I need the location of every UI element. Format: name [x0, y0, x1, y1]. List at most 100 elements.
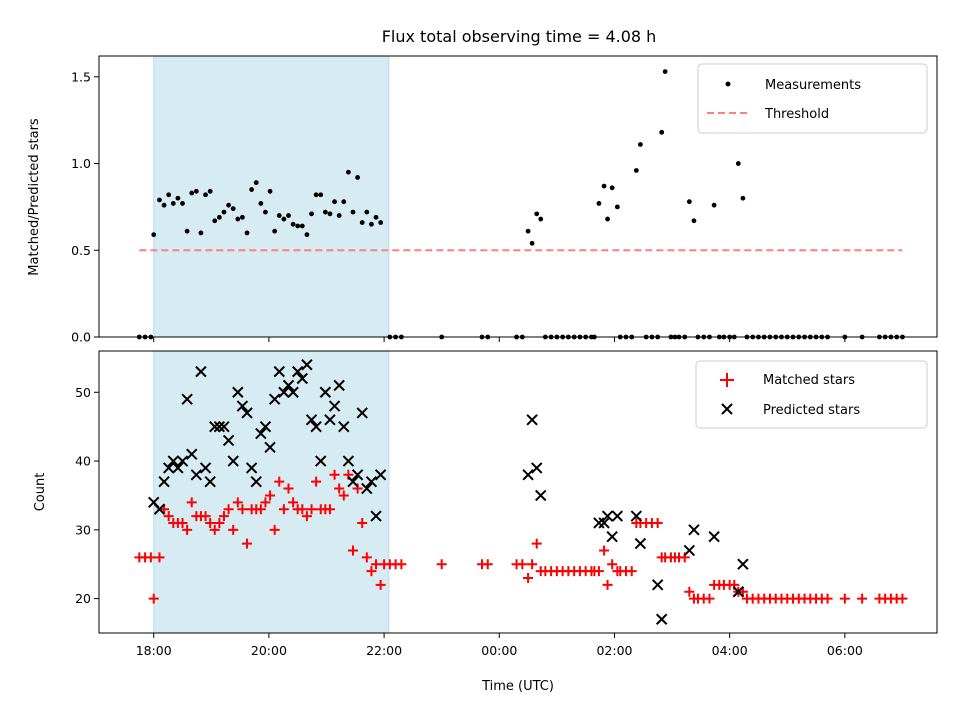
measurements-point: [686, 199, 692, 205]
measurements-point: [180, 201, 185, 206]
matched-stars-point: [602, 579, 613, 590]
matched-stars-point: [897, 593, 908, 604]
measurements-point: [216, 214, 222, 220]
matched-stars-point: [274, 476, 285, 487]
measurements-point: [212, 218, 218, 224]
matched-stars-point: [523, 572, 534, 583]
bot-y-tick-label: 50: [75, 385, 91, 400]
measurements-point: [184, 228, 190, 234]
matched-stars-point: [260, 497, 271, 508]
measurements-point: [309, 211, 314, 217]
top-y-tick-label: 0.0: [71, 330, 91, 345]
measurements-point: [691, 218, 697, 224]
predicted-stars-point: [593, 517, 605, 529]
predicted-stars-point: [708, 530, 720, 543]
matched-stars-point: [242, 538, 253, 549]
legend-measurements-marker: [725, 81, 731, 87]
predicted-stars-point: [195, 365, 207, 378]
measurements-point: [313, 192, 319, 198]
bottom-panel: 20 30 40 50 18:00 20:00 22:00 00:00 02:00 04:00 0…: [33, 350, 938, 694]
matched-stars-point: [338, 490, 349, 501]
legend-matched-marker: [720, 373, 734, 387]
x-tick-label: 04:00: [712, 643, 748, 658]
measurements-point: [221, 209, 227, 215]
measurements-point: [538, 216, 544, 222]
predicted-stars-point: [305, 414, 318, 426]
matched-stars-point: [214, 517, 225, 528]
measurements-point: [359, 220, 365, 225]
matched-stars-point: [366, 566, 377, 577]
measurements-point: [633, 168, 639, 173]
matched-stars-point: [306, 504, 317, 515]
measurements-point: [373, 214, 379, 220]
matched-stars-point: [311, 476, 322, 487]
predicted-stars-point: [181, 393, 193, 405]
predicted-stars-point: [347, 475, 359, 488]
measurements-point: [735, 161, 741, 166]
predicted-stars-point: [296, 372, 309, 385]
bottom-axes-frame: [98, 350, 938, 634]
predicted-stars-point: [255, 427, 267, 440]
predicted-stars-point: [190, 469, 203, 481]
predicted-stars-point: [218, 420, 230, 433]
predicted-stars-point: [264, 441, 276, 454]
matched-stars-point: [232, 497, 243, 508]
x-tick-label: 18:00: [136, 643, 172, 658]
measurements-point: [207, 188, 213, 194]
bottom-y-axis-label: Count: [33, 473, 48, 512]
predicted-stars-point: [259, 420, 272, 433]
measurements-point: [304, 232, 310, 238]
predicted-stars-point: [361, 482, 373, 495]
measurements-point: [226, 202, 231, 208]
measurements-point: [175, 195, 181, 201]
predicted-stars-point: [351, 469, 364, 481]
matched-stars-point: [839, 593, 850, 604]
predicted-stars-point: [683, 544, 696, 557]
predicted-stars-point: [153, 503, 166, 515]
measurements-point: [534, 211, 540, 217]
predicted-stars-point: [601, 510, 614, 522]
matched-stars-point: [297, 504, 308, 515]
measurements-point: [369, 221, 374, 227]
bottom-legend-box: [695, 360, 928, 429]
matched-stars-point: [593, 566, 604, 577]
legend-predicted-marker: [721, 403, 733, 415]
measurements-point: [230, 206, 236, 212]
matched-stars-point: [255, 504, 266, 515]
measurements-point: [345, 169, 351, 175]
x-tick-label: 02:00: [596, 643, 632, 658]
matched-stars-point: [163, 511, 174, 522]
matched-stars-point: [531, 538, 542, 549]
measurements-point: [596, 201, 602, 206]
top-y-tick-label: 1.0: [71, 156, 91, 171]
measurements-point: [151, 232, 157, 238]
measurements-point: [170, 201, 176, 206]
predicted-stars-point: [232, 386, 244, 398]
matched-stars-point: [684, 586, 695, 597]
measurements-point: [235, 216, 241, 222]
matched-stars-point: [822, 593, 833, 604]
matched-stars-point: [436, 559, 447, 570]
predicted-stars-point: [172, 462, 184, 474]
matched-stars-point: [375, 579, 386, 590]
predicted-stars-point: [273, 365, 285, 378]
predicted-stars-point: [365, 475, 378, 488]
bottom-plot-area: [134, 359, 908, 625]
measurements-point: [193, 188, 199, 194]
x-tick-label: 06:00: [827, 643, 863, 658]
predicted-stars-point: [688, 524, 700, 536]
predicted-stars-point: [630, 510, 643, 522]
predicted-stars-point: [611, 510, 624, 522]
predicted-stars-point: [245, 462, 258, 474]
matched-stars-point: [200, 511, 211, 522]
measurements-point: [295, 223, 301, 229]
predicted-stars-point: [236, 400, 249, 412]
predicted-stars-point: [282, 379, 295, 392]
predicted-stars-point: [213, 420, 226, 433]
matched-stars-point: [334, 483, 345, 494]
measurements-point: [327, 211, 333, 217]
measurements-point: [355, 175, 360, 180]
matched-stars-point: [265, 490, 276, 501]
predicted-stars-point: [278, 386, 290, 398]
measurements-point: [290, 221, 296, 227]
